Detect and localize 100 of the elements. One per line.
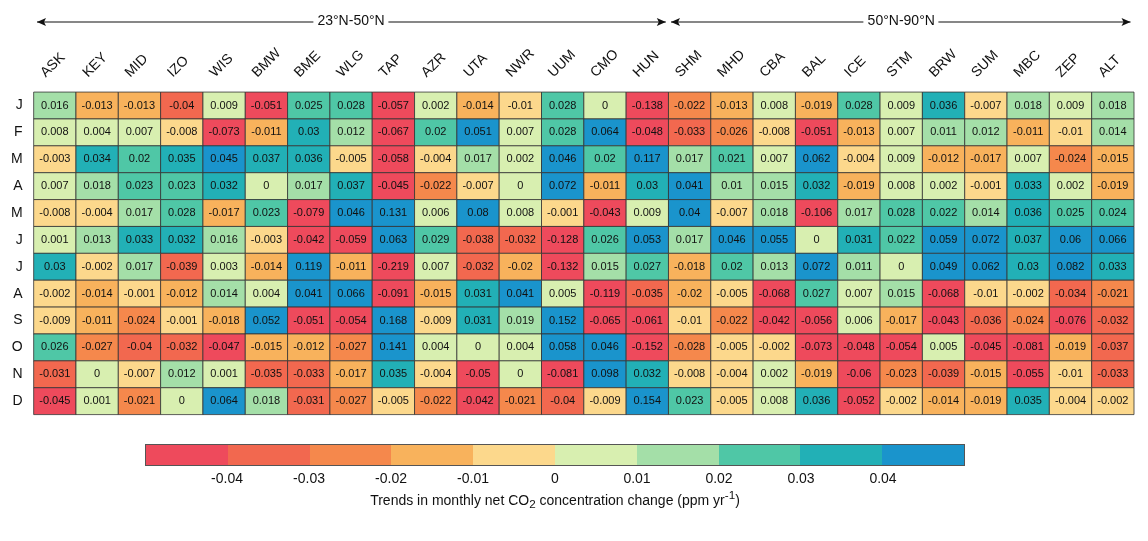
data-label: -0.009: [420, 313, 452, 326]
data-label: -0.043: [927, 313, 960, 326]
color-bar-label: 0.03: [787, 470, 815, 486]
data-label: 0.021: [718, 152, 746, 165]
data-label: -0.015: [420, 286, 452, 299]
data-label: 0.007: [421, 259, 450, 272]
data-label: 0.024: [1099, 206, 1127, 219]
data-label: 0.029: [421, 232, 450, 245]
data-label: 0.066: [1099, 232, 1127, 245]
data-label: -0.033: [293, 367, 325, 380]
data-label: -0.015: [970, 367, 1002, 380]
data-label: -0.219: [377, 259, 409, 272]
y-tick-label: N: [12, 365, 23, 382]
data-label: 0.001: [210, 367, 238, 380]
data-label: -0.054: [335, 313, 367, 326]
data-label: -0.035: [631, 286, 663, 299]
data-label: -0.001: [547, 206, 579, 219]
data-label: -0.004: [420, 152, 452, 165]
data-label: 0: [474, 340, 482, 353]
data-label: -0.073: [800, 340, 833, 353]
data-label: -0.009: [39, 313, 71, 326]
data-label: -0.138: [631, 98, 663, 111]
data-label: 0: [178, 394, 185, 407]
data-label: 0.008: [41, 125, 69, 138]
y-tick-label: S: [13, 311, 23, 328]
data-label: -0.005: [716, 340, 748, 353]
data-label: -0.002: [885, 394, 917, 407]
data-label: -0.007: [716, 206, 748, 219]
data-label: -0.007: [462, 179, 494, 192]
data-label: 0.017: [125, 259, 154, 272]
data-label: 0.009: [633, 206, 662, 219]
data-label: 0.018: [1099, 98, 1127, 111]
data-label: -0.022: [420, 179, 452, 192]
data-label: -0.017: [208, 206, 240, 219]
data-label: -0.051: [800, 125, 833, 138]
data-label: 0.032: [802, 179, 831, 192]
data-label: -0.027: [335, 340, 367, 353]
data-label: -0.024: [1012, 313, 1044, 326]
data-label: -0.004: [843, 152, 875, 165]
data-label: 0.046: [548, 152, 577, 165]
data-label: -0.045: [377, 179, 409, 192]
data-label: 0.013: [83, 232, 111, 245]
data-label: -0.019: [800, 367, 833, 380]
data-label: 0.004: [252, 286, 281, 299]
data-label: -0.017: [335, 367, 367, 380]
data-label: -0.005: [335, 152, 367, 165]
data-label: -0.034: [1054, 286, 1087, 299]
data-label: 0.01: [721, 179, 743, 192]
data-label: 0.058: [548, 340, 577, 353]
data-label: -0.026: [716, 125, 748, 138]
data-label: 0.03: [1017, 259, 1039, 272]
y-tick-label: A: [13, 177, 24, 193]
data-label: 0.027: [633, 259, 662, 272]
data-label: -0.003: [250, 232, 283, 245]
data-label: 0.046: [591, 340, 619, 353]
data-label: 0.002: [506, 152, 535, 165]
data-label: -0.033: [1097, 367, 1129, 380]
data-label: -0.01: [973, 286, 999, 299]
data-label: 0.007: [845, 286, 873, 299]
data-label: 0.007: [41, 179, 69, 192]
data-label: 0.119: [295, 259, 323, 272]
data-label: 0.008: [506, 206, 535, 219]
data-label: 0.062: [972, 259, 1000, 272]
data-label: 0.033: [1014, 179, 1042, 192]
data-label: -0.004: [420, 367, 452, 380]
data-label: -0.132: [547, 259, 579, 272]
data-label: 0.006: [421, 206, 450, 219]
data-label: 0.046: [718, 232, 746, 245]
data-label: 0.004: [83, 125, 111, 138]
data-label: 0.016: [41, 98, 69, 111]
data-label: 0.131: [379, 206, 408, 219]
data-label: -0.012: [927, 152, 960, 165]
data-label: -0.032: [1097, 313, 1129, 326]
data-label: -0.009: [589, 394, 621, 407]
data-label: 0.072: [972, 232, 1000, 245]
data-label: -0.021: [504, 394, 536, 407]
color-bar-label: -0.01: [457, 470, 489, 486]
data-label: -0.003: [39, 152, 71, 165]
data-label: -0.04: [126, 340, 152, 353]
data-label: -0.058: [377, 152, 409, 165]
data-label: 0.035: [379, 367, 408, 380]
data-label: 0.033: [1099, 259, 1127, 272]
data-label: 0.018: [83, 179, 111, 192]
data-label: -0.015: [250, 340, 283, 353]
data-label: 0: [517, 367, 524, 380]
data-label: -0.019: [970, 394, 1002, 407]
data-label: 0.002: [760, 367, 789, 380]
data-label: -0.048: [843, 340, 875, 353]
data-label: 0.028: [887, 206, 915, 219]
data-label: 0.016: [210, 232, 238, 245]
data-label: -0.106: [800, 206, 833, 219]
data-label: 0.023: [675, 394, 704, 407]
data-label: 0.02: [594, 152, 616, 165]
data-label: -0.011: [1013, 125, 1044, 138]
data-label: -0.019: [1097, 179, 1129, 192]
data-label: -0.039: [166, 259, 198, 272]
data-label: -0.031: [293, 394, 325, 407]
data-label: 0: [94, 367, 101, 380]
data-label: -0.014: [81, 286, 113, 299]
color-bar-label: -0.03: [293, 470, 325, 486]
